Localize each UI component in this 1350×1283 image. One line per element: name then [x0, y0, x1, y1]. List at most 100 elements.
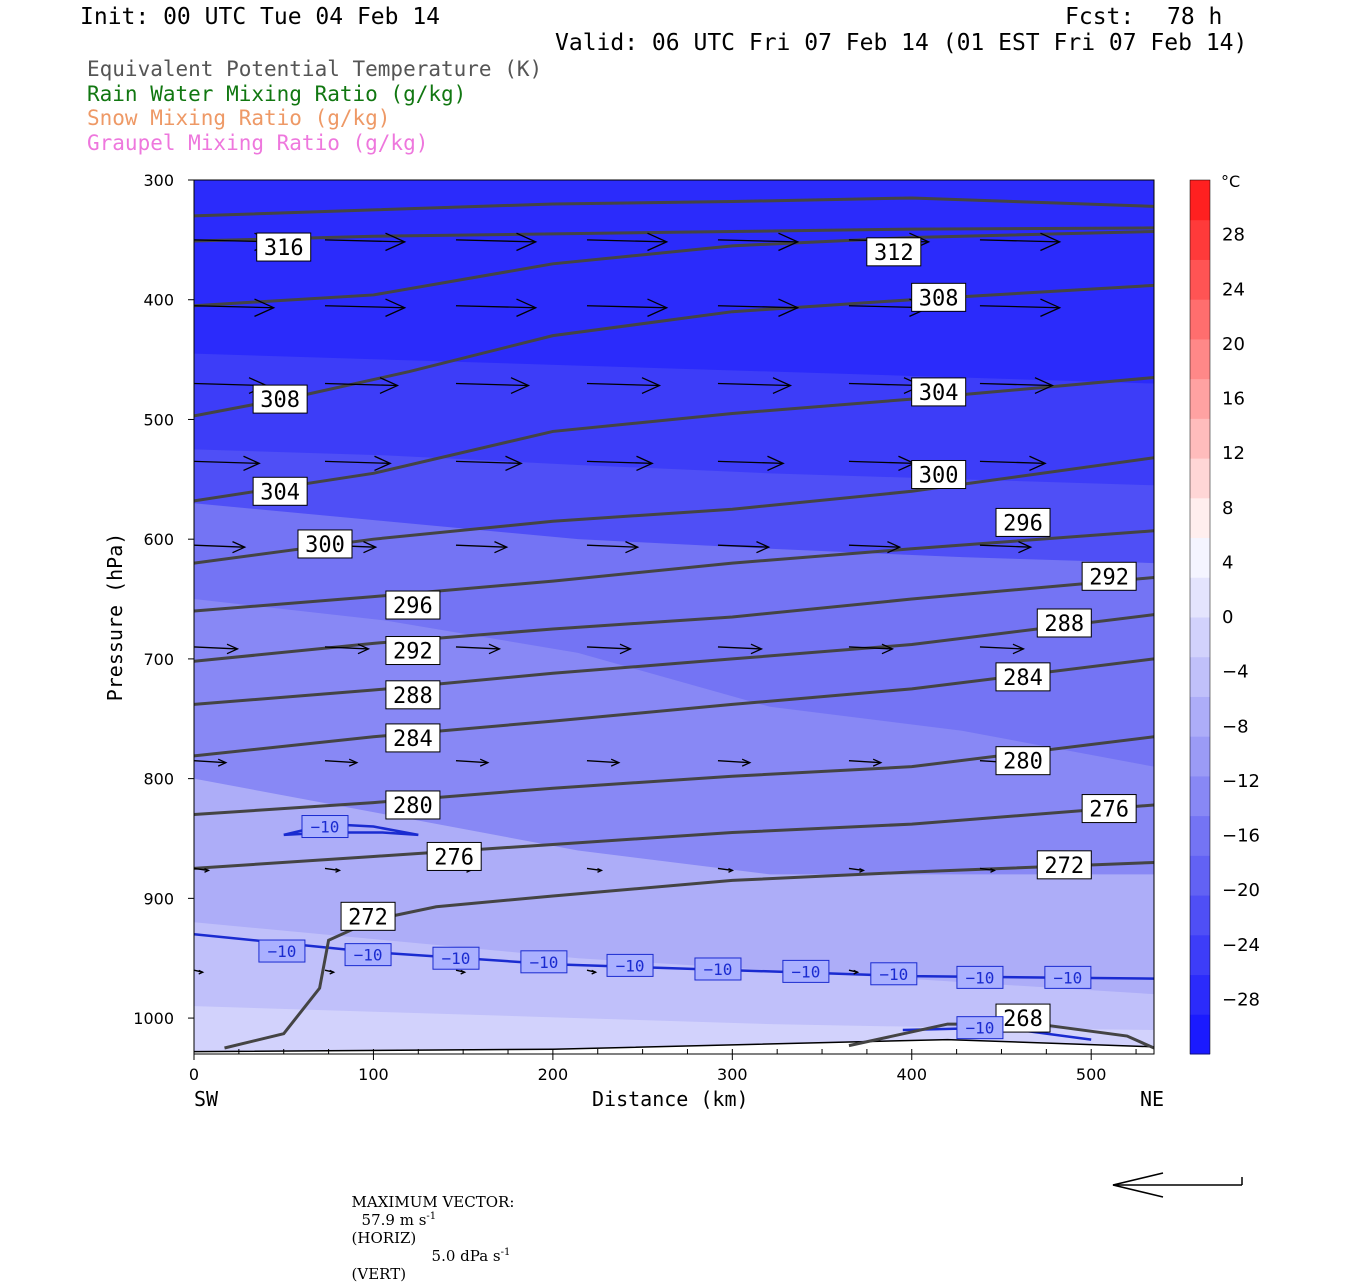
theta-e-label-box [252, 384, 308, 414]
theta-e-label-box [1036, 608, 1092, 638]
wind-vector [324, 969, 336, 975]
wind-vector-head [647, 298, 669, 317]
wind-vector-head [217, 758, 228, 767]
wind-vector [717, 377, 793, 395]
wind-vector [586, 298, 669, 317]
theta-e-label: 284 [995, 662, 1051, 692]
wind-vector-head [859, 868, 866, 873]
wind-vector-head [750, 643, 764, 655]
isotherm-label: −10 [258, 939, 306, 963]
isotherm-label-box [432, 946, 480, 970]
wind-vector-head [385, 298, 407, 317]
isotherm-label-box [694, 957, 742, 981]
theta-e-label-box [995, 746, 1051, 776]
theta-e-label-text: 284 [393, 727, 433, 752]
max-horiz-tag: (HORIZ) [351, 1229, 417, 1247]
wind-vector-head [363, 541, 378, 554]
isotherm-label: −10 [870, 962, 918, 986]
wind-vector-shaft [979, 305, 1060, 309]
colorbar-segment [1190, 219, 1210, 260]
wind-vector [324, 298, 407, 317]
legend-snow: Snow Mixing Ratio (g/kg) [87, 106, 391, 130]
wind-vector-shaft [324, 760, 357, 764]
theta-e-label-box [995, 662, 1051, 692]
theta-e-label-text: 292 [393, 640, 433, 665]
colorbar-segment [1190, 895, 1210, 936]
wind-vector-shaft [455, 239, 536, 243]
wind-vector-shaft [717, 544, 769, 548]
colorbar-tick-label: −24 [1222, 935, 1260, 956]
colorbar-segment [1190, 815, 1210, 856]
theta-e-contour [194, 735, 1154, 817]
isotherm-label-text: −10 [267, 942, 296, 961]
wind-vector-shaft [848, 867, 864, 872]
wind-vector [979, 377, 1055, 395]
isotherm-label-text: −10 [965, 1019, 994, 1038]
wind-vector-shaft [455, 646, 500, 650]
theta-e-label: 308 [911, 282, 967, 312]
wind-vector-head [619, 643, 633, 655]
forecast-hour-label: Fcst: [1065, 4, 1135, 30]
wind-vector [848, 867, 866, 873]
wind-vector-shaft [194, 544, 245, 548]
wind-vector-shaft [717, 867, 733, 872]
colorbar-segment [1190, 1014, 1210, 1055]
colorbar-segment [1190, 378, 1210, 419]
theta-e-label-text: 308 [260, 388, 300, 413]
wind-vector [455, 643, 502, 655]
x-axis-right-end: NE [1140, 1087, 1165, 1111]
theta-e-label-box [995, 507, 1051, 537]
wind-vector-shaft [717, 760, 750, 764]
max-vert-tag: (VERT) [351, 1265, 407, 1283]
wind-vector-shaft [194, 760, 226, 764]
theta-e-label: 312 [866, 237, 922, 267]
wind-vector [324, 377, 400, 395]
theta-e-label-text: 280 [393, 794, 433, 819]
isotherm-label: −10 [432, 946, 480, 970]
theta-e-label: 296 [995, 507, 1051, 537]
isotherm-label: −10 [1044, 965, 1092, 989]
wind-vector [586, 758, 621, 767]
wind-vector [979, 643, 1026, 655]
colorbar-tick-label: 8 [1222, 498, 1233, 519]
x-tick-label: 0 [189, 1065, 199, 1084]
theta-e-label: 316 [256, 232, 312, 262]
wind-vector-shaft [586, 305, 667, 309]
wind-vector-shaft [848, 544, 900, 548]
wind-vector-head [591, 969, 598, 975]
theta-e-label-text: 300 [919, 464, 959, 489]
isotherm-label-box [520, 950, 568, 974]
theta-e-label: 304 [911, 377, 967, 407]
y-tick-label: 1000 [133, 1009, 174, 1028]
colorbar-segment [1190, 418, 1210, 459]
theta-e-label: 296 [385, 590, 441, 620]
wind-vector-head [1034, 377, 1055, 395]
wind-vector [717, 298, 800, 317]
wind-vector [455, 541, 509, 554]
theta-e-contour [194, 575, 1154, 663]
cross-section-chart: 316 3123083083043043003002962962922922882… [133, 171, 1260, 1084]
colorbar-segment [1190, 497, 1210, 539]
theta-e-label-box [866, 237, 922, 267]
wind-vector [194, 298, 276, 317]
colorbar-segment [1190, 656, 1210, 697]
wind-vector-head [990, 868, 997, 873]
wind-vector [717, 232, 800, 252]
wind-vector [194, 969, 205, 975]
y-tick-label: 500 [143, 410, 174, 429]
wind-vector-shaft [586, 382, 660, 387]
forecast-hour-value: 78 h [1167, 4, 1223, 30]
theta-e-label-text: 284 [1003, 666, 1043, 691]
theta-e-label-box [426, 841, 482, 871]
theta-e-label-box [385, 636, 441, 666]
theta-e-label-text: 272 [348, 905, 388, 930]
wind-vector-head [625, 541, 640, 554]
wind-vector-shaft [717, 305, 798, 309]
legend-theta-e: Equivalent Potential Temperature (K) [87, 57, 543, 81]
theta-e-label-text: 288 [393, 684, 433, 709]
wind-vector [717, 867, 735, 873]
theta-e-label-box [385, 680, 441, 710]
wind-vector-shaft [455, 544, 507, 548]
theta-e-contour [194, 803, 1154, 870]
isotherm-label-box [301, 815, 349, 839]
